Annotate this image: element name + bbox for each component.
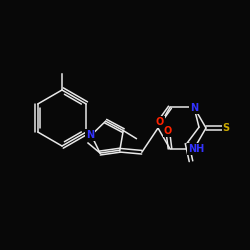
Text: NH: NH	[188, 144, 204, 154]
Text: O: O	[156, 117, 164, 127]
Text: N: N	[190, 103, 198, 113]
Text: O: O	[164, 126, 172, 136]
Text: S: S	[222, 123, 230, 133]
Text: N: N	[86, 130, 94, 140]
